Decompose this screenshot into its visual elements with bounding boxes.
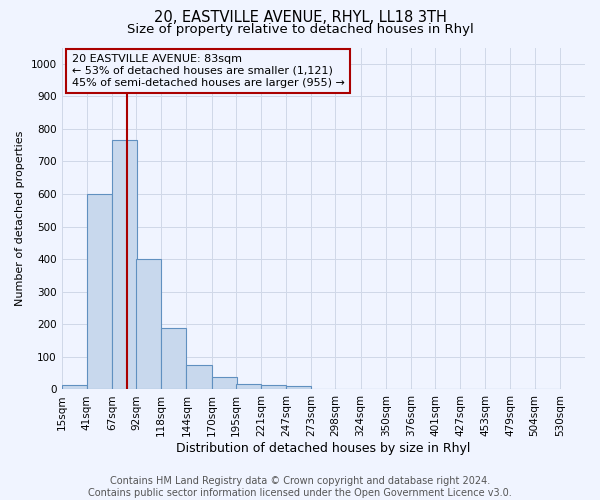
X-axis label: Distribution of detached houses by size in Rhyl: Distribution of detached houses by size …: [176, 442, 470, 455]
Text: 20, EASTVILLE AVENUE, RHYL, LL18 3TH: 20, EASTVILLE AVENUE, RHYL, LL18 3TH: [154, 10, 446, 25]
Bar: [62, 384, 86, 390]
Bar: [187, 365, 212, 390]
Bar: [212, 377, 236, 390]
Y-axis label: Number of detached properties: Number of detached properties: [15, 131, 25, 306]
Bar: [112, 140, 137, 390]
Text: Contains HM Land Registry data © Crown copyright and database right 2024.
Contai: Contains HM Land Registry data © Crown c…: [88, 476, 512, 498]
Text: Size of property relative to detached houses in Rhyl: Size of property relative to detached ho…: [127, 22, 473, 36]
Bar: [236, 384, 261, 390]
Bar: [86, 194, 112, 390]
Bar: [136, 259, 161, 390]
Bar: [286, 386, 311, 390]
Bar: [161, 328, 187, 390]
Text: 20 EASTVILLE AVENUE: 83sqm
← 53% of detached houses are smaller (1,121)
45% of s: 20 EASTVILLE AVENUE: 83sqm ← 53% of deta…: [72, 54, 345, 88]
Bar: [261, 385, 286, 390]
